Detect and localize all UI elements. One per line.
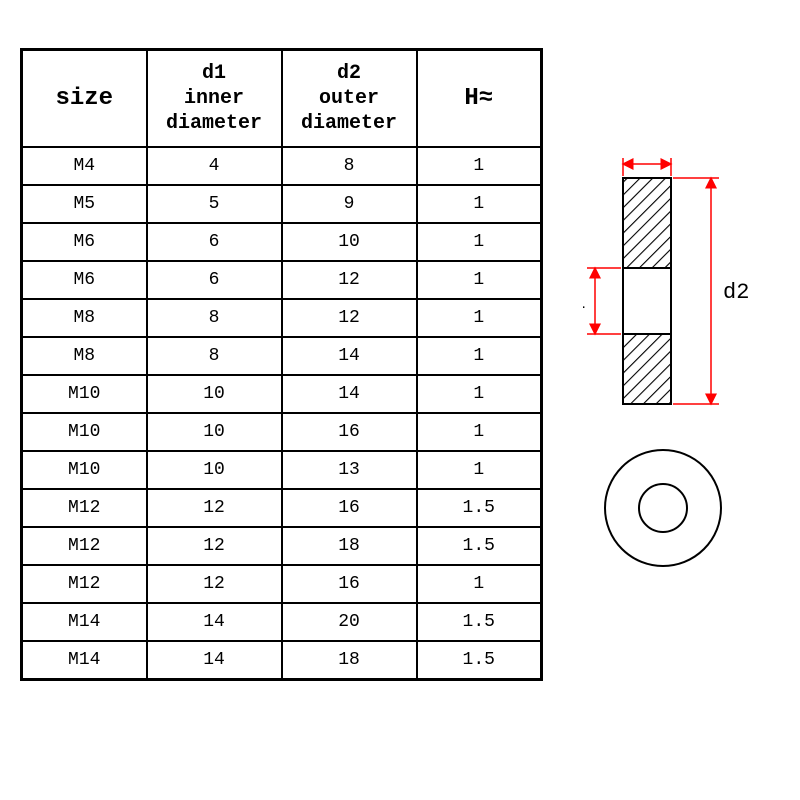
cell: 1 bbox=[417, 261, 542, 299]
cell: M14 bbox=[22, 603, 147, 641]
table-row: M1010161 bbox=[22, 413, 542, 451]
cell: 12 bbox=[147, 489, 282, 527]
cell: 9 bbox=[282, 185, 417, 223]
col-size: size bbox=[22, 50, 147, 148]
washer-spec-table: size d1innerdiameter d2outerdiameter H≈ … bbox=[20, 48, 543, 681]
cell: 14 bbox=[282, 337, 417, 375]
cell: 12 bbox=[147, 565, 282, 603]
ring-outer bbox=[605, 450, 721, 566]
cell: 10 bbox=[147, 451, 282, 489]
cell: 12 bbox=[282, 299, 417, 337]
cell: 14 bbox=[147, 641, 282, 679]
cell: M6 bbox=[22, 223, 147, 261]
cell: M12 bbox=[22, 527, 147, 565]
cell: 6 bbox=[147, 223, 282, 261]
cell: M6 bbox=[22, 261, 147, 299]
cell: 1 bbox=[417, 451, 542, 489]
cell: M10 bbox=[22, 413, 147, 451]
table-row: M88141 bbox=[22, 337, 542, 375]
cell: 1.5 bbox=[417, 489, 542, 527]
cell: M14 bbox=[22, 641, 147, 679]
label-d2: d2 bbox=[723, 280, 749, 305]
cell: 1.5 bbox=[417, 603, 542, 641]
cell: 13 bbox=[282, 451, 417, 489]
diagram-svg: H d1 d2 bbox=[583, 158, 773, 578]
table-row: M1414181.5 bbox=[22, 641, 542, 679]
col-h: H≈ bbox=[417, 50, 542, 148]
cell: 12 bbox=[282, 261, 417, 299]
section-bottom bbox=[623, 334, 671, 404]
cell: 12 bbox=[147, 527, 282, 565]
section-top bbox=[623, 178, 671, 268]
table-row: M1010141 bbox=[22, 375, 542, 413]
cell: M12 bbox=[22, 565, 147, 603]
cell: 18 bbox=[282, 527, 417, 565]
table-row: M66101 bbox=[22, 223, 542, 261]
cell: 18 bbox=[282, 641, 417, 679]
col-d1: d1innerdiameter bbox=[147, 50, 282, 148]
cell: 1 bbox=[417, 337, 542, 375]
cell: 8 bbox=[147, 299, 282, 337]
cell: 14 bbox=[282, 375, 417, 413]
table-row: M1212181.5 bbox=[22, 527, 542, 565]
cell: 1 bbox=[417, 185, 542, 223]
table-row: M1414201.5 bbox=[22, 603, 542, 641]
cell: 4 bbox=[147, 147, 282, 185]
ring-inner bbox=[639, 484, 687, 532]
cell: 1 bbox=[417, 147, 542, 185]
cell: M12 bbox=[22, 489, 147, 527]
table-row: M88121 bbox=[22, 299, 542, 337]
cell: M10 bbox=[22, 375, 147, 413]
table-body: M4481M5591M66101M66121M88121M88141M10101… bbox=[22, 147, 542, 679]
cell: 16 bbox=[282, 565, 417, 603]
cell: 8 bbox=[282, 147, 417, 185]
table-row: M1212161 bbox=[22, 565, 542, 603]
cell: 10 bbox=[282, 223, 417, 261]
cell: M10 bbox=[22, 451, 147, 489]
cell: 1 bbox=[417, 413, 542, 451]
cell: 8 bbox=[147, 337, 282, 375]
cell: 20 bbox=[282, 603, 417, 641]
cell: M4 bbox=[22, 147, 147, 185]
cell: 1.5 bbox=[417, 641, 542, 679]
table-row: M4481 bbox=[22, 147, 542, 185]
label-H: H bbox=[639, 158, 652, 159]
table-row: M5591 bbox=[22, 185, 542, 223]
label-d1: d1 bbox=[583, 290, 585, 315]
cell: 14 bbox=[147, 603, 282, 641]
cell: 10 bbox=[147, 375, 282, 413]
cell: 1 bbox=[417, 375, 542, 413]
cell: 16 bbox=[282, 489, 417, 527]
table-row: M1212161.5 bbox=[22, 489, 542, 527]
cell: 16 bbox=[282, 413, 417, 451]
cell: M8 bbox=[22, 299, 147, 337]
cell: 6 bbox=[147, 261, 282, 299]
cell: 5 bbox=[147, 185, 282, 223]
cell: 1 bbox=[417, 223, 542, 261]
col-d2: d2outerdiameter bbox=[282, 50, 417, 148]
cell: 1 bbox=[417, 565, 542, 603]
table-row: M1010131 bbox=[22, 451, 542, 489]
table-row: M66121 bbox=[22, 261, 542, 299]
cell: 1.5 bbox=[417, 527, 542, 565]
cell: 10 bbox=[147, 413, 282, 451]
washer-diagram: H d1 d2 bbox=[583, 158, 773, 583]
cell: 1 bbox=[417, 299, 542, 337]
cell: M8 bbox=[22, 337, 147, 375]
cell: M5 bbox=[22, 185, 147, 223]
